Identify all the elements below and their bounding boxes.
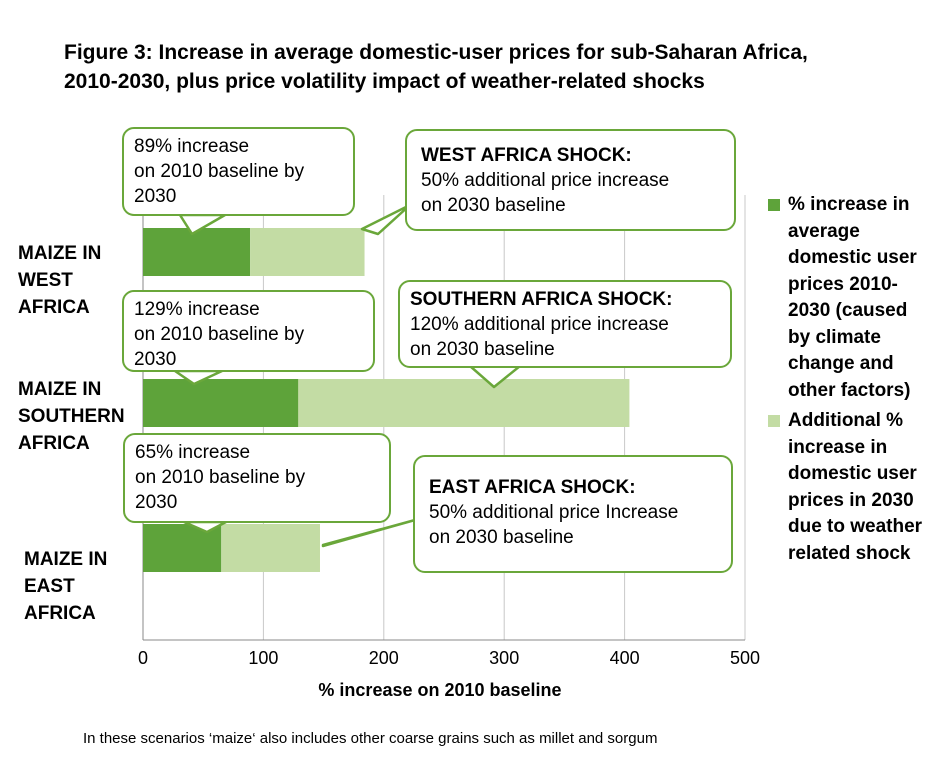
category-label-line: MAIZE IN <box>18 379 102 400</box>
legend-line: Additional % <box>788 410 904 431</box>
category-label-line: AFRICA <box>24 603 96 624</box>
chart-title-line: Figure 3: Increase in average domestic-u… <box>64 41 808 64</box>
x-tick-label: 0 <box>138 648 148 668</box>
callout-heading: WEST AFRICA SHOCK: <box>421 145 632 166</box>
legend-line: related shock <box>788 542 911 564</box>
bar-shock-increase <box>221 524 320 572</box>
category-label-east: MAIZE IN EAST AFRICA <box>24 546 107 627</box>
legend-line: due to weather <box>788 516 923 537</box>
callout-west-increase: 89% increase on 2010 baseline by 2030 <box>122 127 355 216</box>
legend-line: average <box>788 220 860 242</box>
legend-line: domestic user <box>788 247 917 268</box>
callout-line: 2030 <box>134 349 177 370</box>
callout-line: on 2030 baseline <box>410 339 555 360</box>
legend-line: % increase in <box>788 194 910 215</box>
category-label-line: MAIZE IN <box>18 243 102 264</box>
legend-line: prices 2010- <box>788 273 898 295</box>
callout-line: 89% increase <box>134 136 250 157</box>
legend-line: 2030 (caused <box>788 300 908 321</box>
x-tick-label: 500 <box>730 648 760 668</box>
callout-pointer <box>360 203 412 236</box>
callout-line: on 2010 baseline by <box>134 161 305 182</box>
callout-line: 2030 <box>134 186 177 207</box>
chart-title: Figure 3: Increase in average domestic-u… <box>64 38 934 96</box>
callout-pointer <box>321 518 417 548</box>
x-tick-label: 400 <box>610 648 640 668</box>
bar-shock-increase <box>250 228 365 276</box>
legend-item-base-increase: % increase in average domestic user pric… <box>768 192 948 404</box>
callout-east-shock: EAST AFRICA SHOCK: 50% additional price … <box>413 455 733 573</box>
legend-line: prices in 2030 <box>788 489 914 511</box>
callout-line: 65% increase <box>135 442 251 463</box>
footnote: In these scenarios ‘maize‘ also includes… <box>83 730 658 747</box>
x-axis-label: % increase on 2010 baseline <box>318 680 562 700</box>
legend-line: other factors) <box>788 379 911 401</box>
x-tick-label: 100 <box>248 648 278 668</box>
legend-swatch <box>768 415 780 427</box>
category-label-line: MAIZE IN <box>24 549 108 570</box>
callout-line: 120% additional price increase <box>410 314 669 335</box>
category-label-west: MAIZE IN WEST AFRICA <box>18 240 101 321</box>
callout-east-increase: 65% increase on 2010 baseline by 2030 <box>123 433 391 523</box>
callout-line: on 2010 baseline by <box>135 467 306 488</box>
legend-line: increase in <box>788 436 888 458</box>
chart-legend: % increase in average domestic user pric… <box>768 192 948 571</box>
legend-line: change and <box>788 353 894 374</box>
bar-shock-increase <box>298 379 630 427</box>
callout-line: on 2030 baseline <box>429 527 574 548</box>
category-label-line: AFRICA <box>18 297 90 318</box>
callout-west-shock: WEST AFRICA SHOCK: 50% additional price … <box>405 129 736 231</box>
callout-south-increase: 129% increase on 2010 baseline by 2030 <box>122 290 375 372</box>
callout-line: 2030 <box>135 492 178 513</box>
bar-base-increase <box>143 379 299 427</box>
chart-title-line: 2010-2030, plus price volatility impact … <box>64 70 705 93</box>
callout-line: 50% additional price increase <box>421 170 670 191</box>
callout-line: on 2030 baseline <box>421 195 566 216</box>
legend-line: domestic user <box>788 463 917 484</box>
category-label-line: AFRICA <box>18 433 90 454</box>
callout-heading: SOUTHERN AFRICA SHOCK: <box>410 289 673 310</box>
legend-item-shock-increase: Additional % increase in domestic user p… <box>768 408 948 567</box>
category-label-line: SOUTHERN <box>18 406 125 427</box>
callout-line: 129% increase <box>134 299 260 320</box>
category-label-south: MAIZE IN SOUTHERN AFRICA <box>18 376 125 457</box>
category-label-line: WEST <box>18 270 73 291</box>
callout-south-shock: SOUTHERN AFRICA SHOCK: 120% additional p… <box>398 280 732 368</box>
legend-line: by climate <box>788 326 881 348</box>
callout-line: on 2010 baseline by <box>134 324 305 345</box>
category-label-line: EAST <box>24 576 75 597</box>
callout-heading: EAST AFRICA SHOCK: <box>429 477 636 498</box>
x-tick-label: 200 <box>369 648 399 668</box>
legend-swatch <box>768 199 780 211</box>
callout-line: 50% additional price Increase <box>429 502 679 523</box>
bar-base-increase <box>143 228 251 276</box>
x-tick-label: 300 <box>489 648 519 668</box>
